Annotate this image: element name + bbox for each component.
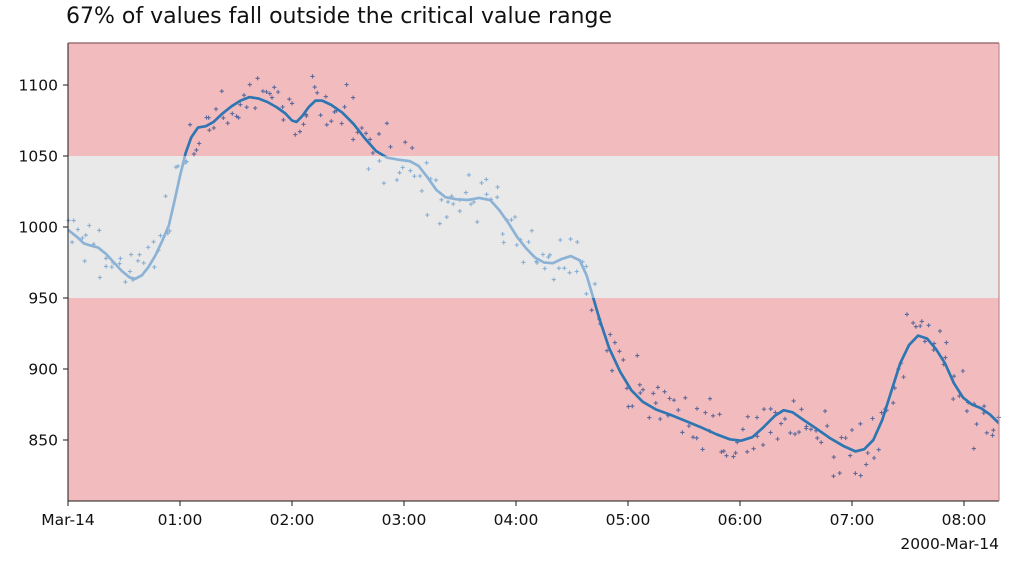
chart-title: 67% of values fall outside the critical … [66, 4, 613, 29]
x-tick-label: 05:00 [606, 511, 651, 529]
y-tick-label: 1050 [19, 148, 58, 166]
critical-band-upper [68, 43, 999, 156]
x-tick-label: 04:00 [494, 511, 539, 529]
x-tick-label: 03:00 [382, 511, 427, 529]
y-tick-label: 900 [28, 361, 58, 379]
x-tick-label: Mar-14 [41, 511, 95, 529]
y-tick-label: 1000 [19, 219, 58, 237]
y-tick-label: 950 [28, 290, 58, 308]
x-axis-offset-label: 2000-Mar-14 [900, 535, 999, 553]
inside-range-band [68, 156, 999, 298]
y-tick-label: 850 [28, 432, 58, 450]
x-tick-label: 02:00 [270, 511, 315, 529]
x-tick-label: 08:00 [942, 511, 987, 529]
x-tick-label: 07:00 [830, 511, 875, 529]
y-tick-label: 1100 [19, 77, 58, 95]
value-line-inside-range [68, 156, 595, 298]
critical-band-lower [68, 298, 999, 501]
x-tick-label: 06:00 [718, 511, 763, 529]
scatter-points-outside-range [188, 74, 1001, 479]
x-tick-label: 01:00 [158, 511, 203, 529]
